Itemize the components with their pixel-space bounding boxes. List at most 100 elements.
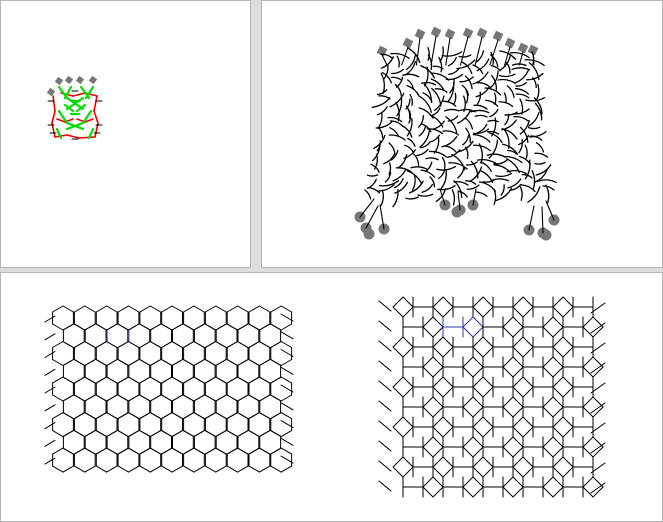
strand-segment — [518, 155, 531, 165]
rhomb-edge — [552, 366, 564, 378]
strand-segment — [377, 126, 384, 139]
lattice-canvas[interactable] — [1, 273, 662, 521]
strand-segment — [533, 97, 543, 115]
hex-edge — [106, 341, 118, 348]
rhomb-edge — [472, 356, 484, 368]
strand-segment — [461, 61, 473, 75]
strand-segment — [388, 134, 406, 141]
rhomb-edge — [562, 466, 574, 478]
strand-segment — [473, 144, 491, 152]
detail-canvas[interactable] — [262, 1, 662, 267]
rhomb-edge — [482, 456, 494, 468]
hex-edge — [280, 323, 293, 331]
hex-edge — [73, 429, 85, 437]
rhomb-stub — [378, 320, 392, 332]
rhomb-edge — [442, 296, 454, 308]
strand-segment — [374, 153, 379, 170]
rhomb-edge — [482, 306, 494, 318]
strand-segment — [507, 178, 522, 189]
rhomb-edge — [472, 416, 484, 428]
strand-segment — [427, 47, 430, 61]
rhomb-edge — [402, 386, 414, 398]
strand-leg — [541, 206, 544, 234]
strand-segment — [411, 174, 416, 191]
rhomb-edge — [432, 326, 444, 338]
rhomb-stub — [590, 322, 606, 334]
hex-edge — [193, 341, 205, 348]
rhomb-stub — [378, 420, 392, 432]
strand-segment — [493, 159, 508, 165]
rhomb-edge — [472, 386, 484, 398]
rhomb-edge — [472, 346, 484, 358]
strand-segment — [442, 100, 457, 107]
rhomb-edge — [432, 456, 444, 468]
rhomb-edge — [552, 306, 564, 318]
hex-edge — [171, 341, 183, 348]
structure-detail-panel[interactable] — [261, 0, 663, 268]
hex-edge — [84, 341, 96, 348]
structure-overview-panel[interactable] — [0, 0, 251, 268]
hex-edge — [128, 341, 140, 348]
rhomb-stub — [378, 480, 392, 492]
strand-segment — [498, 101, 514, 108]
hex-edge — [52, 430, 64, 438]
rhomb-edge — [482, 336, 494, 348]
rhomb-edge — [592, 366, 604, 378]
strand-segment — [459, 76, 474, 83]
hex-edge — [270, 447, 282, 455]
hex-edge — [193, 323, 206, 331]
hex-stub — [44, 404, 56, 412]
strand-leg — [504, 46, 511, 66]
rhomb-edge — [422, 356, 434, 368]
strand-segment — [390, 52, 410, 59]
rhomb-edge — [522, 456, 534, 468]
hex-edge — [161, 412, 173, 420]
rhomb-edge — [512, 396, 524, 408]
rhomb-edge — [552, 336, 564, 348]
lattice-view-panel[interactable] — [0, 272, 663, 522]
strand-segment — [519, 98, 524, 115]
rhomb-edge — [502, 446, 514, 458]
rhomb-stub — [590, 402, 606, 414]
rhomb-edge — [462, 356, 474, 368]
hex-edge — [139, 465, 151, 473]
rhomb-edge — [422, 486, 434, 498]
strand-segment — [430, 78, 445, 92]
rhomb-edge — [562, 296, 574, 308]
rhomb-stub — [378, 340, 392, 352]
rhomb-edge — [552, 406, 564, 418]
hex-edge — [182, 394, 194, 402]
strand-segment — [517, 134, 530, 146]
rhomb-edge — [522, 466, 534, 478]
strand-segment — [464, 117, 474, 130]
rhomb-edge — [422, 476, 434, 488]
hex-edge — [171, 305, 183, 313]
hex-edge — [237, 341, 249, 348]
anchor-square-icon — [402, 37, 414, 49]
hex-edge — [226, 358, 238, 366]
strand-segment — [447, 56, 457, 67]
rhomb-edge — [542, 406, 554, 418]
rhomb-edge — [422, 316, 434, 328]
rhomb-edge — [432, 336, 444, 348]
strand-segment — [524, 59, 545, 67]
rhomb-stub — [590, 362, 606, 374]
hex-edge — [62, 447, 74, 455]
strand-segment — [380, 53, 394, 60]
rhomb-edge — [552, 326, 564, 338]
rhomb-edge — [422, 396, 434, 408]
hex-edge — [95, 394, 107, 402]
strand-leg — [457, 190, 461, 211]
rhomb-edge — [562, 376, 574, 388]
strand-segment — [409, 93, 413, 106]
rhomb-stub — [378, 300, 392, 312]
strand-segment — [433, 95, 445, 112]
hex-edge — [106, 376, 118, 384]
hex-edge — [248, 465, 260, 473]
rhomb-edge — [512, 326, 524, 338]
overview-canvas[interactable] — [1, 1, 250, 267]
strand-segment — [438, 56, 443, 73]
rhomb-edge — [472, 466, 484, 478]
rhomb-edge — [502, 366, 514, 378]
anchor-square-icon — [492, 30, 504, 42]
